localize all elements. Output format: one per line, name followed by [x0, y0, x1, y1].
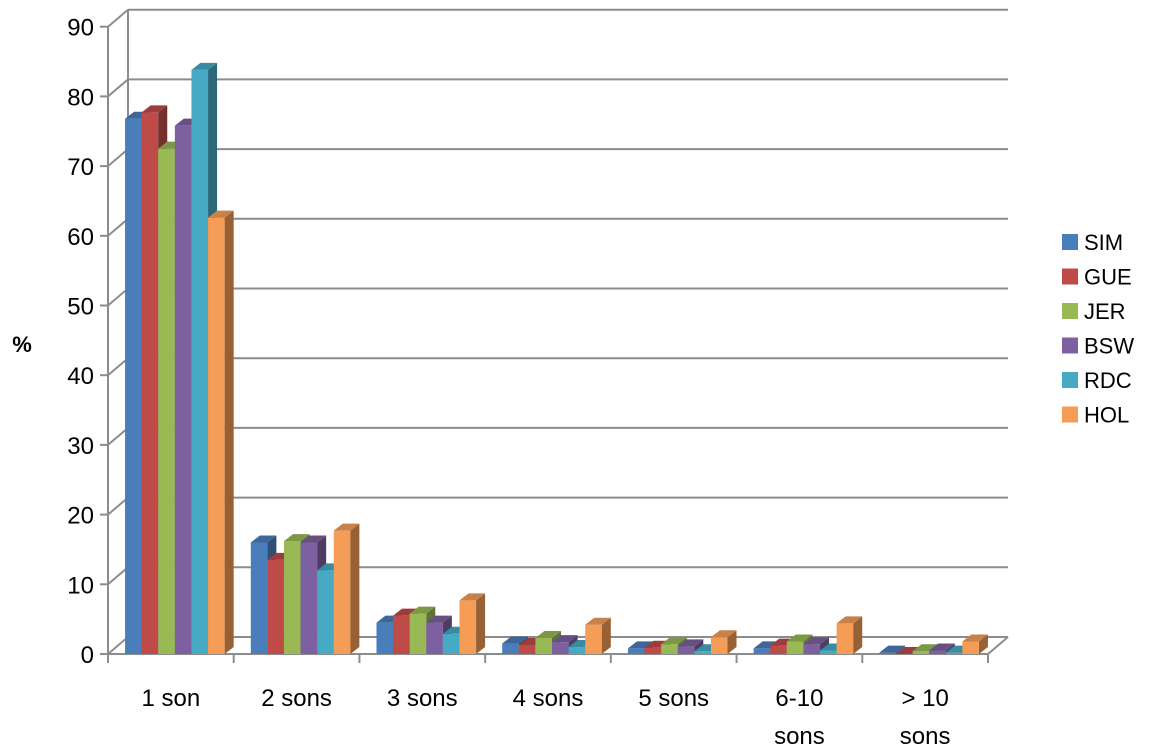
y-tick-label: 50 — [67, 294, 94, 321]
side-wall-line — [107, 357, 129, 376]
y-tick-label: 20 — [67, 503, 94, 530]
y-tick-label: 30 — [67, 433, 94, 460]
x-tick-label: 3 sons — [387, 685, 458, 712]
axis-labels: 0 10 20 30 40 50 60 70 80 90 1 son 2 sons 3 sons 4 so… — [67, 15, 950, 747]
y-tick-label: 90 — [67, 15, 94, 42]
x-tick-label: 5 sons — [638, 685, 709, 712]
x-tick-label: 6-10 sons — [774, 685, 825, 747]
legend-swatch — [1062, 337, 1078, 354]
legend-entry: SIM — [1062, 230, 1123, 255]
x-tick-label: 4 sons — [513, 685, 584, 712]
bar — [962, 634, 988, 654]
bars — [125, 62, 988, 655]
legend-swatch — [1062, 372, 1078, 388]
legend-entry: HOL — [1062, 403, 1129, 428]
y-tick-label: 0 — [81, 642, 94, 669]
x-tick-label: > 10 sons — [900, 685, 951, 747]
legend-label: JER — [1084, 299, 1126, 324]
floor-right-edge — [987, 636, 1009, 655]
legend-entry: JER — [1062, 299, 1126, 324]
legend-entry: GUE — [1062, 265, 1132, 290]
side-wall-line — [107, 148, 129, 167]
legend-label: SIM — [1084, 230, 1123, 255]
side-wall-line — [107, 427, 129, 446]
y-axis-label: % — [12, 332, 32, 357]
y-tick-label: 70 — [67, 154, 94, 181]
bar — [459, 593, 486, 654]
side-wall-line — [107, 78, 129, 98]
legend-swatch — [1062, 406, 1078, 423]
y-tick-label: 60 — [67, 224, 94, 251]
side-wall-line — [107, 218, 129, 237]
x-tick-label: 1 son — [141, 685, 200, 712]
legend-label: BSW — [1084, 334, 1134, 359]
bar — [895, 647, 922, 654]
bar — [710, 630, 737, 654]
gridlines — [127, 8, 1008, 637]
side-wall-line — [107, 566, 129, 586]
legend-entry: BSW — [1062, 334, 1134, 359]
y-tick-label: 80 — [67, 84, 94, 111]
legend-swatch — [1062, 268, 1078, 285]
legend-swatch — [1062, 303, 1078, 319]
bar — [836, 616, 863, 654]
legend-entry: RDC — [1062, 368, 1132, 393]
side-wall-line — [107, 636, 129, 655]
side-wall-line — [107, 8, 129, 28]
bar — [333, 523, 360, 654]
legend: SIM GUE JER BSW RDC HOL — [1062, 230, 1134, 428]
side-wall-line — [107, 496, 129, 516]
x-tick-label: 2 sons — [261, 685, 332, 712]
bar — [208, 210, 234, 655]
legend-label: HOL — [1084, 403, 1129, 428]
legend-label: RDC — [1084, 368, 1132, 393]
bar — [879, 645, 905, 654]
legend-label: GUE — [1084, 265, 1132, 290]
side-wall-line — [107, 287, 129, 307]
y-tick-label: 40 — [67, 363, 94, 390]
y-tick-label: 10 — [67, 572, 94, 599]
axes — [100, 8, 1009, 663]
bar — [585, 617, 611, 654]
legend-swatch — [1062, 234, 1078, 250]
